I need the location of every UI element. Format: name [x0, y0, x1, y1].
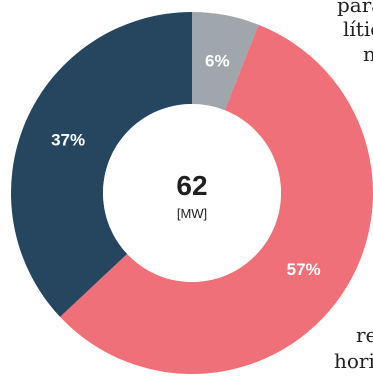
center-value: 62: [176, 170, 207, 201]
slice-1: [60, 24, 373, 374]
slice-labels: 6% 57% 37%: [51, 51, 321, 278]
slice-0: [192, 12, 259, 111]
slice-label-2: 37%: [51, 130, 85, 149]
slice-2: [11, 12, 192, 317]
side-text-line-3: n: [363, 42, 373, 66]
center-unit: [MW]: [177, 206, 207, 221]
side-text-line-4: re: [356, 323, 373, 347]
side-text-line-1: para: [337, 0, 373, 17]
side-text-line-5: hori: [334, 349, 373, 373]
side-text-line-2: lític: [343, 17, 373, 41]
slice-label-1: 57%: [287, 260, 321, 279]
slice-label-0: 6%: [205, 51, 230, 70]
slices: [11, 12, 373, 374]
donut-hole: [103, 104, 281, 282]
